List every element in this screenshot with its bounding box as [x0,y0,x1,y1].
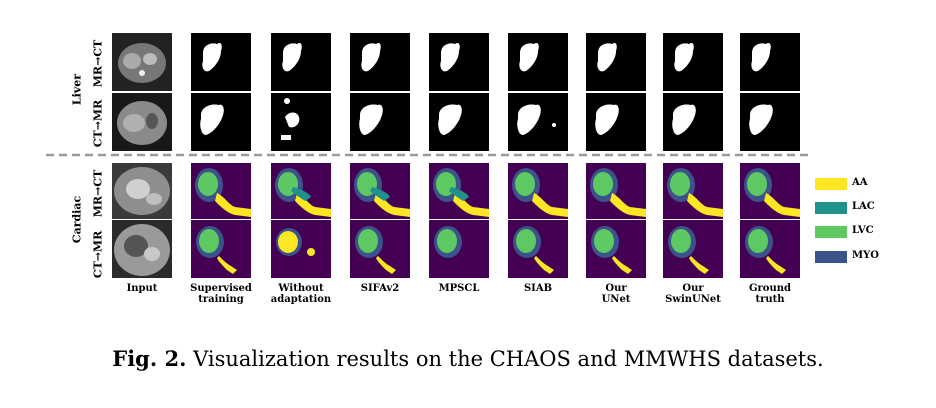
column-label-line1: Our [682,283,704,294]
tile-r2-c3 [271,93,331,151]
column-label-line1: Without [278,283,324,294]
tile-r3-c1 [112,163,172,219]
tile-r4-c6 [508,220,568,278]
legend-label: LAC [852,201,875,212]
caption-label: Fig. 2. [112,346,187,371]
column-label-line1: Ground [748,283,791,294]
tile-r4-c4 [350,220,410,278]
tile-r2-c7 [586,93,646,151]
column-label-line2: training [198,294,244,305]
row-label-cardiac-mr-ct: MR→CT [91,169,105,218]
column-label-line1: MPSCL [438,283,480,294]
tile-r4-c7 [586,220,646,278]
tile-r4-c2 [191,220,251,278]
tile-r1-c6 [508,33,568,91]
tile-r1-c2 [191,33,251,91]
column-label-line2: adaptation [270,294,332,305]
legend-label: AA [852,177,868,188]
row-label-cardiac-ct-mr: CT→MR [91,230,105,279]
tile-r2-c8 [663,93,723,151]
column-label-line1: Input [126,283,158,294]
caption-text: Visualization results on the CHAOS and M… [193,347,824,371]
tile-r3-c8 [663,163,723,219]
tile-r1-c1 [112,33,172,91]
legend-label: LVC [852,225,874,236]
tile-r3-c4 [350,163,410,219]
column-label-line1: Supervised [190,283,252,294]
column-label: SIAB [498,283,578,294]
tile-r1-c5 [429,33,489,91]
tile-r1-c7 [586,33,646,91]
tile-r1-c8 [663,33,723,91]
tile-r1-c3 [271,33,331,91]
column-label-line2: SwinUNet [665,294,721,305]
column-label: SIFAv2 [340,283,420,294]
tile-r3-c7 [586,163,646,219]
legend-swatch [815,251,847,263]
legend-label: MYO [852,250,879,261]
column-label-line2: UNet [601,294,631,305]
column-label: MPSCL [419,283,499,294]
row-label-liver-ct-mr: CT→MR [91,99,105,148]
column-label: Our SwinUNet [653,283,733,305]
column-label-line1: Our [605,283,627,294]
column-label: Supervised training [181,283,261,305]
tile-r4-c5 [429,220,489,278]
row-label-liver-mr-ct: MR→CT [91,39,105,88]
tile-r2-c6 [508,93,568,151]
tile-r2-c9 [740,93,800,151]
figure-caption: Fig. 2. Visualization results on the CHA… [0,346,936,371]
section-label-cardiac: Cardiac [70,195,84,244]
legend-swatch [815,178,847,190]
tile-r3-c5 [429,163,489,219]
legend-swatch [815,202,847,214]
tile-r4-c3 [271,220,331,278]
tile-r4-c8 [663,220,723,278]
column-label: Ground truth [730,283,810,305]
column-label-line1: SIAB [523,283,553,294]
legend-swatch [815,226,847,238]
column-label: Input [102,283,182,294]
tile-r2-c5 [429,93,489,151]
tile-r3-c3 [271,163,331,219]
tile-r2-c2 [191,93,251,151]
tile-r4-c1 [112,220,172,278]
tile-r2-c4 [350,93,410,151]
column-label-line2: truth [755,294,785,305]
tile-r4-c9 [740,220,800,278]
column-label: Without adaptation [261,283,341,305]
tile-r3-c9 [740,163,800,219]
tile-r1-c9 [740,33,800,91]
section-divider [46,153,812,157]
tile-r2-c1 [112,93,172,151]
section-label-liver: Liver [70,73,84,106]
tile-r1-c4 [350,33,410,91]
column-label-line1: SIFAv2 [360,283,400,294]
column-label: Our UNet [576,283,656,305]
tile-r3-c2 [191,163,251,219]
tile-r3-c6 [508,163,568,219]
